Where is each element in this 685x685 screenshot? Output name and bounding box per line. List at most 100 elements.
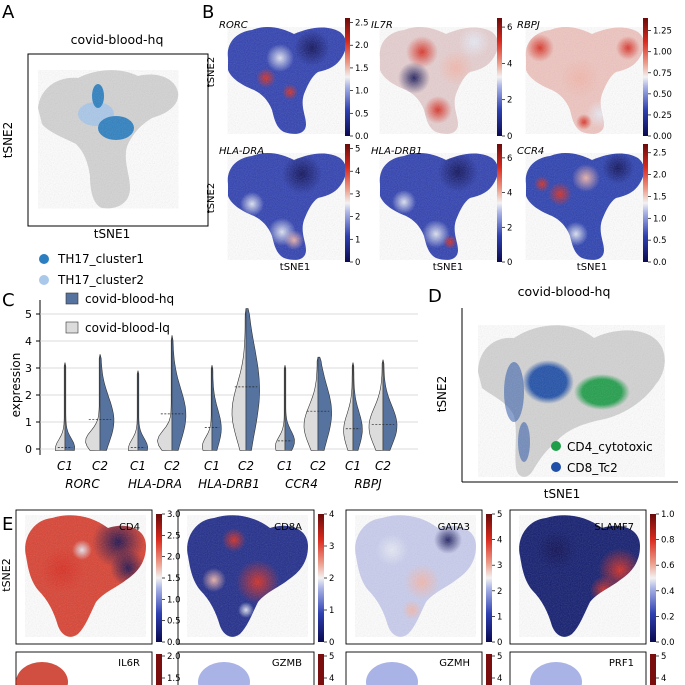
colorbar-tick-label: 0.0 — [661, 638, 675, 648]
colorbar-tick-label: 5 — [355, 145, 360, 155]
panel-a-ylabel: tSNE2 — [1, 122, 15, 159]
colorbar-tick-label: 0 — [329, 638, 334, 648]
x-tick-label: C1 — [130, 459, 146, 473]
heatmap-speckle — [25, 515, 147, 637]
heatmap-speckle — [227, 153, 347, 260]
heatmap-speckle — [519, 515, 640, 637]
panel-d-ylabel: tSNE2 — [435, 376, 449, 413]
colorbar: 0 2 4 6 — [497, 18, 512, 142]
heatmap-gene-label: RORC — [219, 20, 248, 31]
violin-hq — [171, 335, 187, 451]
legend-label-cluster2: TH17_cluster2 — [57, 273, 144, 287]
heatmap-gene-label: CD4 — [119, 522, 140, 533]
heatmap-il6r: IL6R 2.0 1.5 — [15, 651, 181, 685]
panel-b-xlabel-2: tSNE1 — [433, 262, 463, 273]
legend-label-cd8: CD8_Tc2 — [567, 461, 618, 475]
panel-a-title: covid-blood-hq — [71, 32, 164, 47]
violin-lq — [54, 362, 66, 451]
colorbar-tick-label: 1.25 — [653, 27, 672, 37]
x-tick-label: C1 — [277, 459, 293, 473]
colorbar-tick-label: 4 — [507, 59, 512, 69]
panel-a-legend: TH17_cluster1 TH17_cluster2 — [39, 252, 144, 287]
legend-swatch-lq — [65, 321, 79, 334]
panel-c-ylabel: expression — [9, 353, 23, 418]
panel-d-speckle — [478, 325, 665, 477]
colorbar: 54 — [318, 652, 334, 685]
violin-group-ccr4: C1 C2 CCR4 — [274, 356, 332, 491]
colorbar-tick-label: 2 — [497, 587, 502, 597]
violin-lq — [127, 370, 139, 451]
colorbar: 0.0 0.5 1.0 1.5 2.0 2.5 3.0 — [156, 510, 181, 648]
legend-marker-cluster1 — [39, 254, 49, 264]
gene-group-label: RBPJ — [354, 477, 382, 491]
colorbar-tick-label: 2 — [355, 213, 360, 223]
colorbar-gradient — [650, 654, 656, 685]
colorbar-gradient — [650, 514, 656, 642]
heatmap-rbpj: RBPJ 0.00 0.25 0.50 0.75 1.00 1.25 — [517, 18, 672, 142]
colorbar-tick-label: 0.6 — [661, 561, 675, 571]
x-tick-label: C2 — [310, 459, 326, 473]
x-tick-label: C1 — [345, 459, 361, 473]
colorbar-tick-label: 5 — [497, 652, 502, 662]
colorbar-tick-label: 3 — [329, 542, 334, 552]
gene-group-label: RORC — [65, 477, 100, 491]
colorbar-tick-label: 0.0 — [653, 258, 667, 268]
heatmap-speckle — [525, 153, 645, 260]
heatmap-il7r: IL7R 0 2 4 6 — [371, 18, 512, 142]
colorbar-tick-label: 2.0 — [167, 553, 181, 563]
colorbar-tick-label: 0.5 — [167, 617, 181, 627]
panel-letter-d: D — [428, 286, 442, 307]
colorbar-gradient — [497, 18, 502, 136]
colorbar-tick-label: 0.00 — [653, 132, 672, 142]
heatmap-gene-label: GZMH — [439, 658, 470, 669]
heatmap-gene-label: PRF1 — [609, 658, 634, 669]
colorbar-tick-label: 0.4 — [661, 587, 675, 597]
heatmap-frame — [177, 651, 315, 685]
colorbar-tick-label: 0.0 — [167, 638, 181, 648]
colorbar-tick-label: 5 — [329, 652, 334, 662]
colorbar-tick-label: 4 — [329, 674, 334, 684]
colorbar-gradient — [643, 18, 648, 136]
colorbar-tick-label: 4 — [355, 167, 360, 177]
y-tick-label: 1 — [25, 416, 32, 429]
panel-letter-c: C — [2, 290, 15, 311]
legend-label-lq: covid-blood-lq — [85, 321, 170, 335]
heatmap-speckle — [227, 27, 347, 134]
violin-lq — [368, 359, 384, 451]
colorbar: 0.0 0.5 1.0 1.5 2.0 2.5 — [643, 144, 667, 268]
colorbar-tick-label: 1.5 — [167, 574, 181, 584]
panel-letter-b: B — [202, 2, 214, 23]
colorbar-tick-label: 4 — [497, 536, 502, 546]
x-tick-label: C2 — [164, 459, 180, 473]
colorbar-tick-label: 0.5 — [653, 236, 667, 246]
violin-lq — [231, 308, 247, 451]
heatmap-cells — [198, 662, 250, 685]
colorbar-tick-label: 0 — [355, 258, 360, 268]
colorbar-tick-label: 1.5 — [355, 64, 369, 74]
heatmap-speckle — [525, 27, 645, 134]
panel-a-tsne-plot — [27, 53, 209, 227]
colorbar-tick-label: 1 — [497, 612, 502, 622]
x-tick-label: C1 — [57, 459, 73, 473]
colorbar-gradient — [156, 514, 162, 642]
legend-marker-cd8 — [551, 462, 561, 472]
colorbar: 54 — [486, 652, 502, 685]
panel-b-ylabel-row2: tSNE2 — [206, 183, 217, 213]
heatmap-frame — [345, 651, 483, 685]
panel-d-title: covid-blood-hq — [518, 284, 611, 299]
heatmap-rorc: RORC 0.0 0.5 1.0 1.5 2.0 2.5 — [219, 18, 369, 142]
colorbar-gradient — [345, 18, 350, 136]
violin-hq — [284, 365, 295, 451]
heatmap-gene-label: IL6R — [118, 658, 140, 669]
colorbar-tick-label: 0.5 — [355, 109, 369, 119]
colorbar-tick-label: 1.5 — [653, 192, 667, 202]
panel-letter-a: A — [2, 2, 15, 23]
x-tick-label: C2 — [375, 459, 391, 473]
violin-lq — [85, 354, 101, 451]
colorbar: 2.0 1.5 — [156, 652, 181, 685]
violin-lq — [201, 365, 213, 451]
colorbar-gradient — [497, 144, 502, 262]
violin-lq — [343, 362, 354, 451]
heatmap-gene-label: GZMB — [272, 658, 302, 669]
